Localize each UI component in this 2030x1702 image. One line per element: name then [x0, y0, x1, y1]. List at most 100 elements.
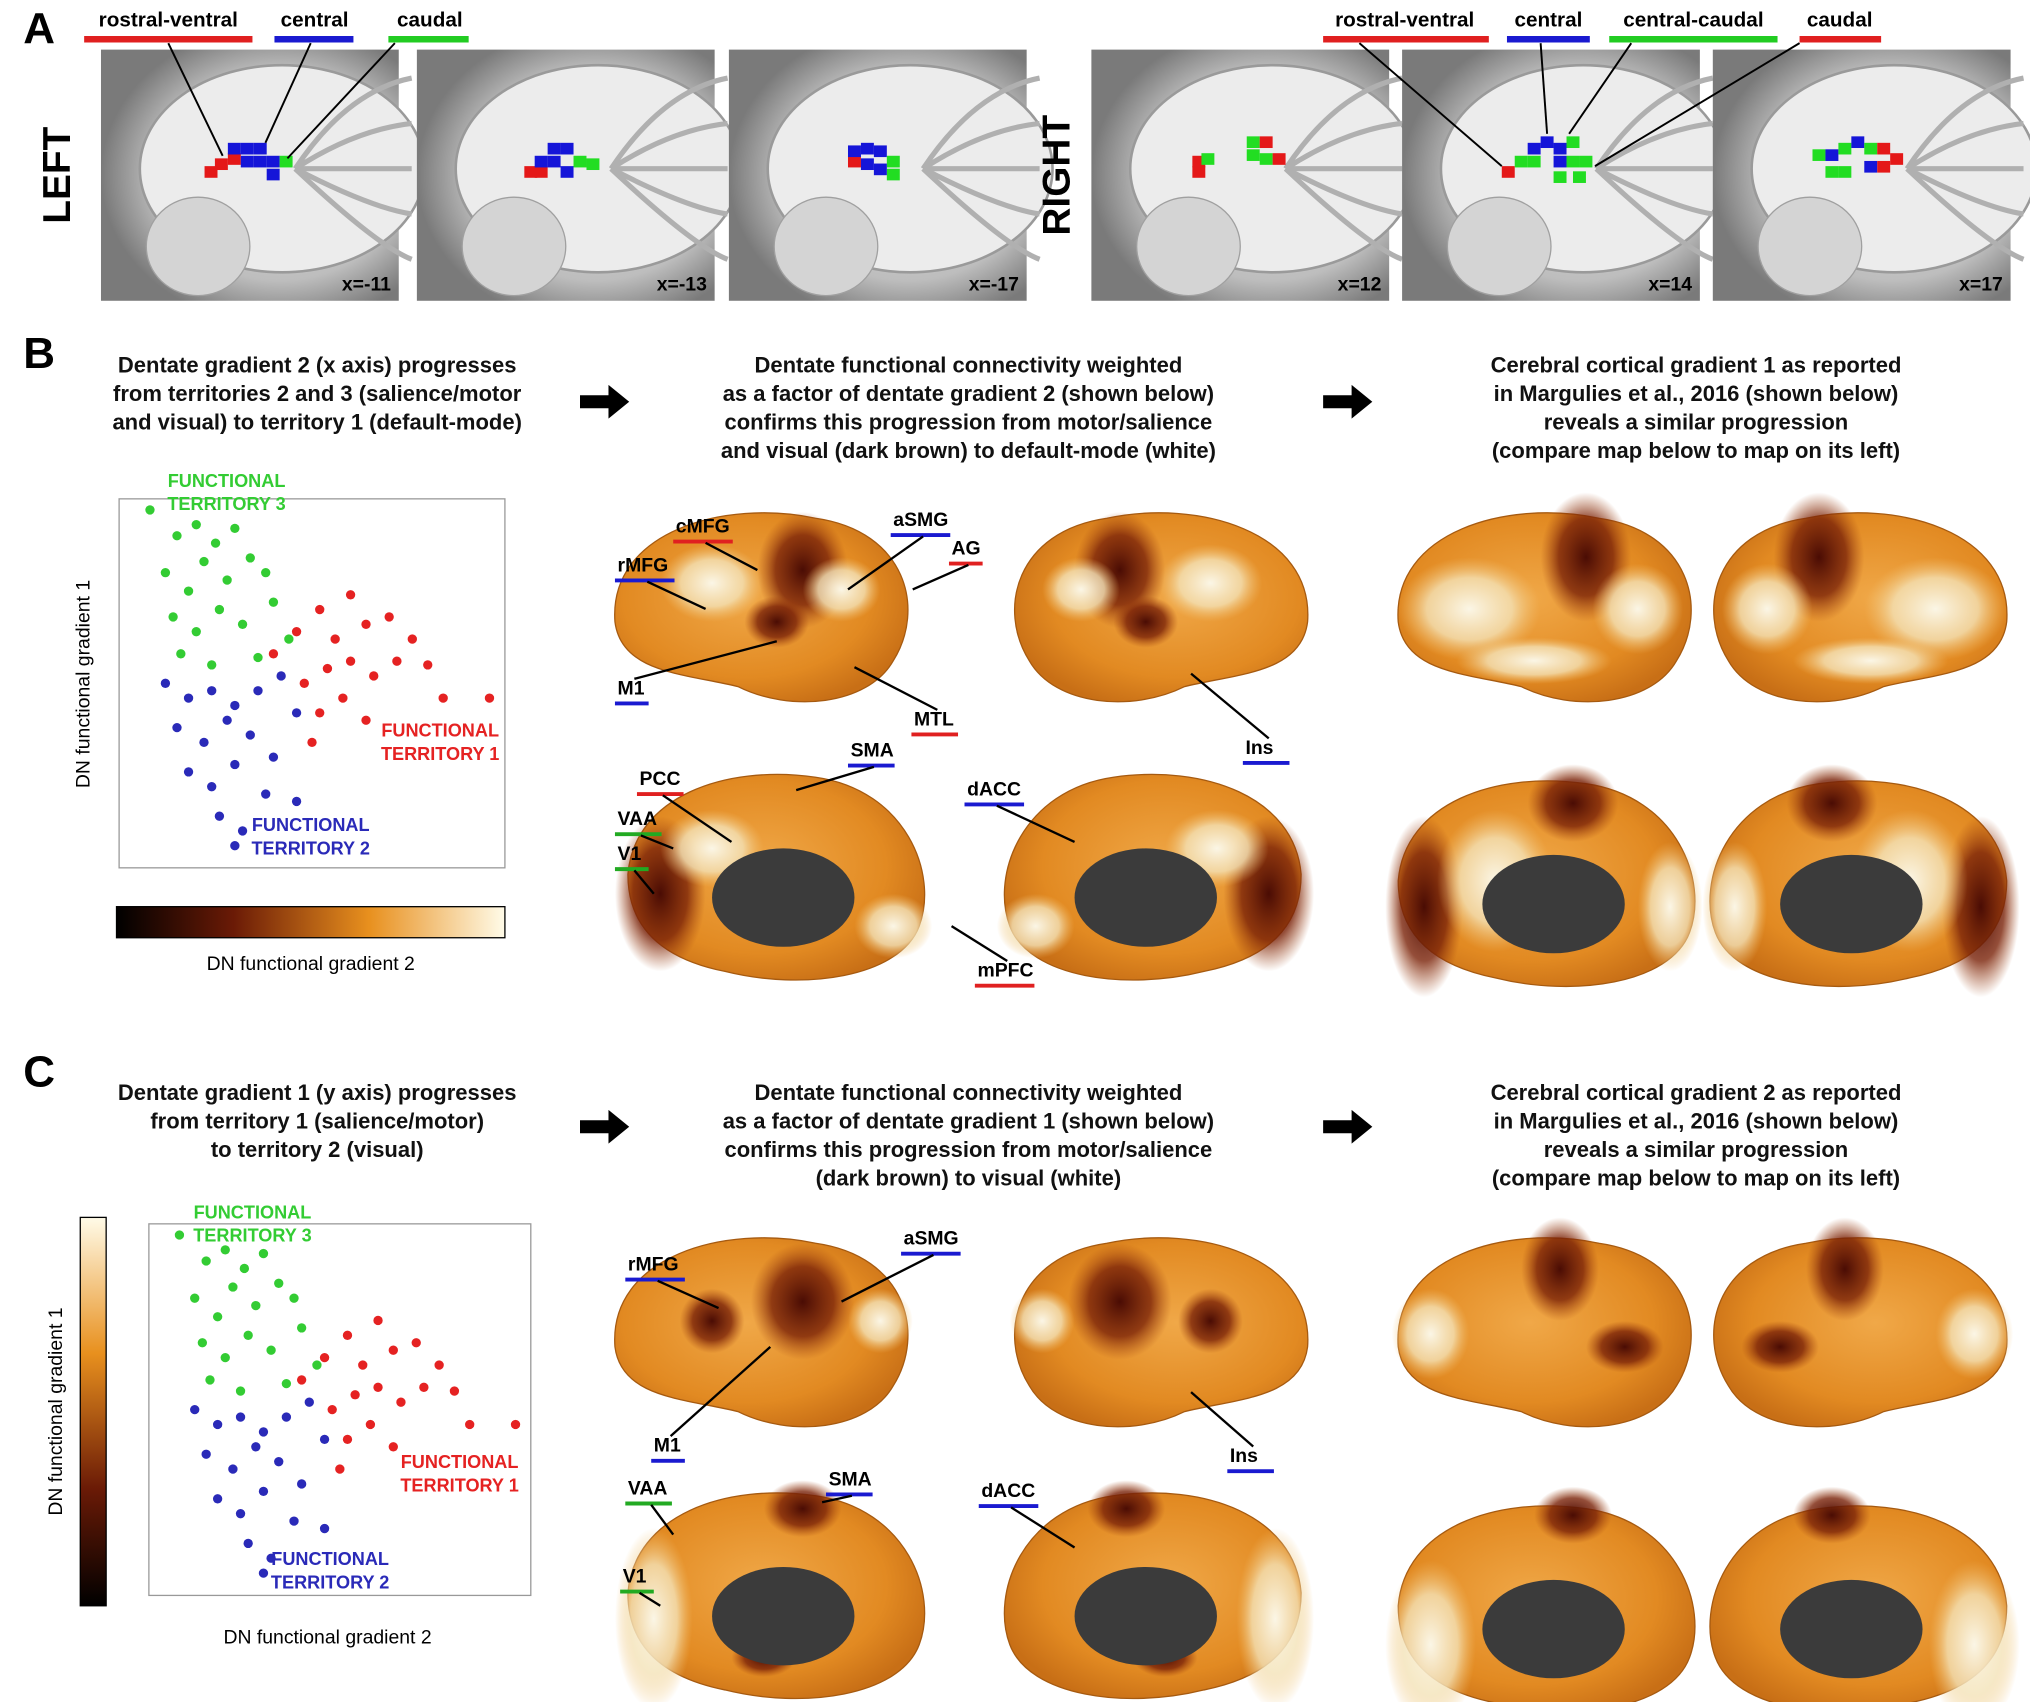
brainstem [1136, 196, 1241, 297]
scatter-point [373, 1315, 383, 1326]
side-label: RIGHT [1035, 115, 1078, 236]
scatter-point [205, 1375, 215, 1385]
scatter-point [253, 652, 263, 663]
scatter-point [361, 619, 371, 629]
scatter-point [212, 1419, 223, 1430]
scatter-point [266, 1345, 276, 1355]
region-leader [950, 925, 1008, 963]
axis-title: DN functional gradient 2 [223, 1626, 431, 1648]
scatter-point [268, 649, 279, 659]
scatter-point [299, 678, 309, 689]
scatter-point [365, 1419, 376, 1430]
scatter-point [465, 1419, 475, 1430]
folia [293, 166, 413, 262]
dentate-voxel [886, 155, 900, 168]
map-patch [1793, 637, 1949, 684]
territory-label: FUNCTIONAL [271, 1549, 389, 1569]
dentate-voxel [1553, 171, 1567, 183]
panel-letter: B [23, 329, 55, 378]
scatter-point [230, 841, 240, 851]
region-label: V1 [618, 843, 642, 865]
dentate-voxel [1540, 136, 1554, 149]
map-patch [1585, 1320, 1664, 1373]
scatter-point [183, 693, 194, 703]
folia [609, 166, 728, 217]
caption-line: confirms this progression from motor/sal… [725, 410, 1213, 435]
slice-label: x=-17 [969, 273, 1019, 295]
region-label: SMA [829, 1468, 872, 1490]
scatter-point [201, 1256, 211, 1266]
dentate-voxel [873, 145, 887, 158]
territory-label: TERRITORY 1 [381, 744, 499, 764]
scatter-point [315, 708, 325, 718]
scatter-point [274, 1456, 284, 1467]
dentate-voxel [1201, 153, 1215, 165]
scatter-point [160, 678, 171, 689]
scatter-point [423, 660, 433, 670]
dentate-voxel [1272, 153, 1286, 165]
dentate-voxel [1825, 149, 1839, 161]
scatter-point [345, 590, 356, 600]
scatter-point [183, 586, 194, 596]
brainstem [461, 196, 567, 297]
region-leader [638, 1591, 661, 1607]
scatter-point [261, 567, 271, 578]
folia [1595, 166, 1714, 217]
territory-label: TERRITORY 2 [271, 1573, 389, 1593]
axis-title: DN functional gradient 1 [45, 1307, 67, 1515]
region-leader [1190, 672, 1270, 740]
caption-line: from territory 1 (salience/motor) [150, 1109, 484, 1134]
axis-title: DN functional gradient 1 [72, 580, 94, 788]
region-leader [821, 1494, 853, 1504]
dentate-voxel [1566, 155, 1580, 168]
scatter-point [258, 1427, 269, 1437]
scatter-point [253, 686, 263, 696]
folia [920, 75, 1041, 171]
map-patch [1113, 595, 1179, 648]
region-leader [669, 1345, 772, 1438]
dentate-voxel [1553, 155, 1567, 168]
region-label: AG [952, 537, 981, 559]
folia [293, 75, 413, 171]
plot-frame [118, 498, 506, 869]
scatter-point [274, 1278, 284, 1288]
map-patch [1864, 557, 2007, 661]
scatter-point [411, 1338, 421, 1348]
scatter-point [330, 634, 340, 644]
scatter-point [230, 700, 240, 711]
legend-label: caudal [1807, 9, 1873, 32]
region-label: aSMG [893, 509, 948, 531]
leader-line [264, 42, 312, 144]
region-leader [1010, 1506, 1076, 1549]
legend-label: caudal [397, 9, 463, 32]
colorbar [79, 1216, 107, 1607]
scatter-point [350, 1390, 360, 1400]
scatter-point [289, 1293, 299, 1303]
map-patch [1456, 637, 1612, 684]
caption-line: Dentate functional connectivity weighted [754, 353, 1182, 378]
dentate-voxel [266, 168, 280, 181]
scatter-point [296, 1375, 307, 1385]
scatter-point [361, 715, 371, 725]
dentate-voxel [873, 163, 887, 176]
scatter-point [207, 660, 217, 670]
territory-label: FUNCTIONAL [381, 721, 499, 741]
folia [1905, 120, 2024, 171]
region-leader [640, 834, 674, 850]
scatter-point [207, 781, 217, 792]
region-label: SMA [851, 739, 894, 761]
scatter-point [304, 1397, 314, 1407]
scatter-point [268, 752, 279, 762]
scatter-point [327, 1404, 337, 1415]
dentate-voxel [1259, 153, 1273, 165]
caption-line: Cerebral cortical gradient 2 as reported [1491, 1080, 1902, 1105]
scatter-point [335, 1464, 345, 1474]
dentate-voxel [1572, 171, 1586, 183]
scatter-point [251, 1300, 261, 1311]
territory-label: TERRITORY 2 [252, 838, 370, 858]
scatter-point [261, 789, 271, 799]
leader-line [167, 42, 224, 157]
caption-line: from territories 2 and 3 (salience/motor [113, 381, 522, 406]
region-label: M1 [618, 677, 645, 699]
